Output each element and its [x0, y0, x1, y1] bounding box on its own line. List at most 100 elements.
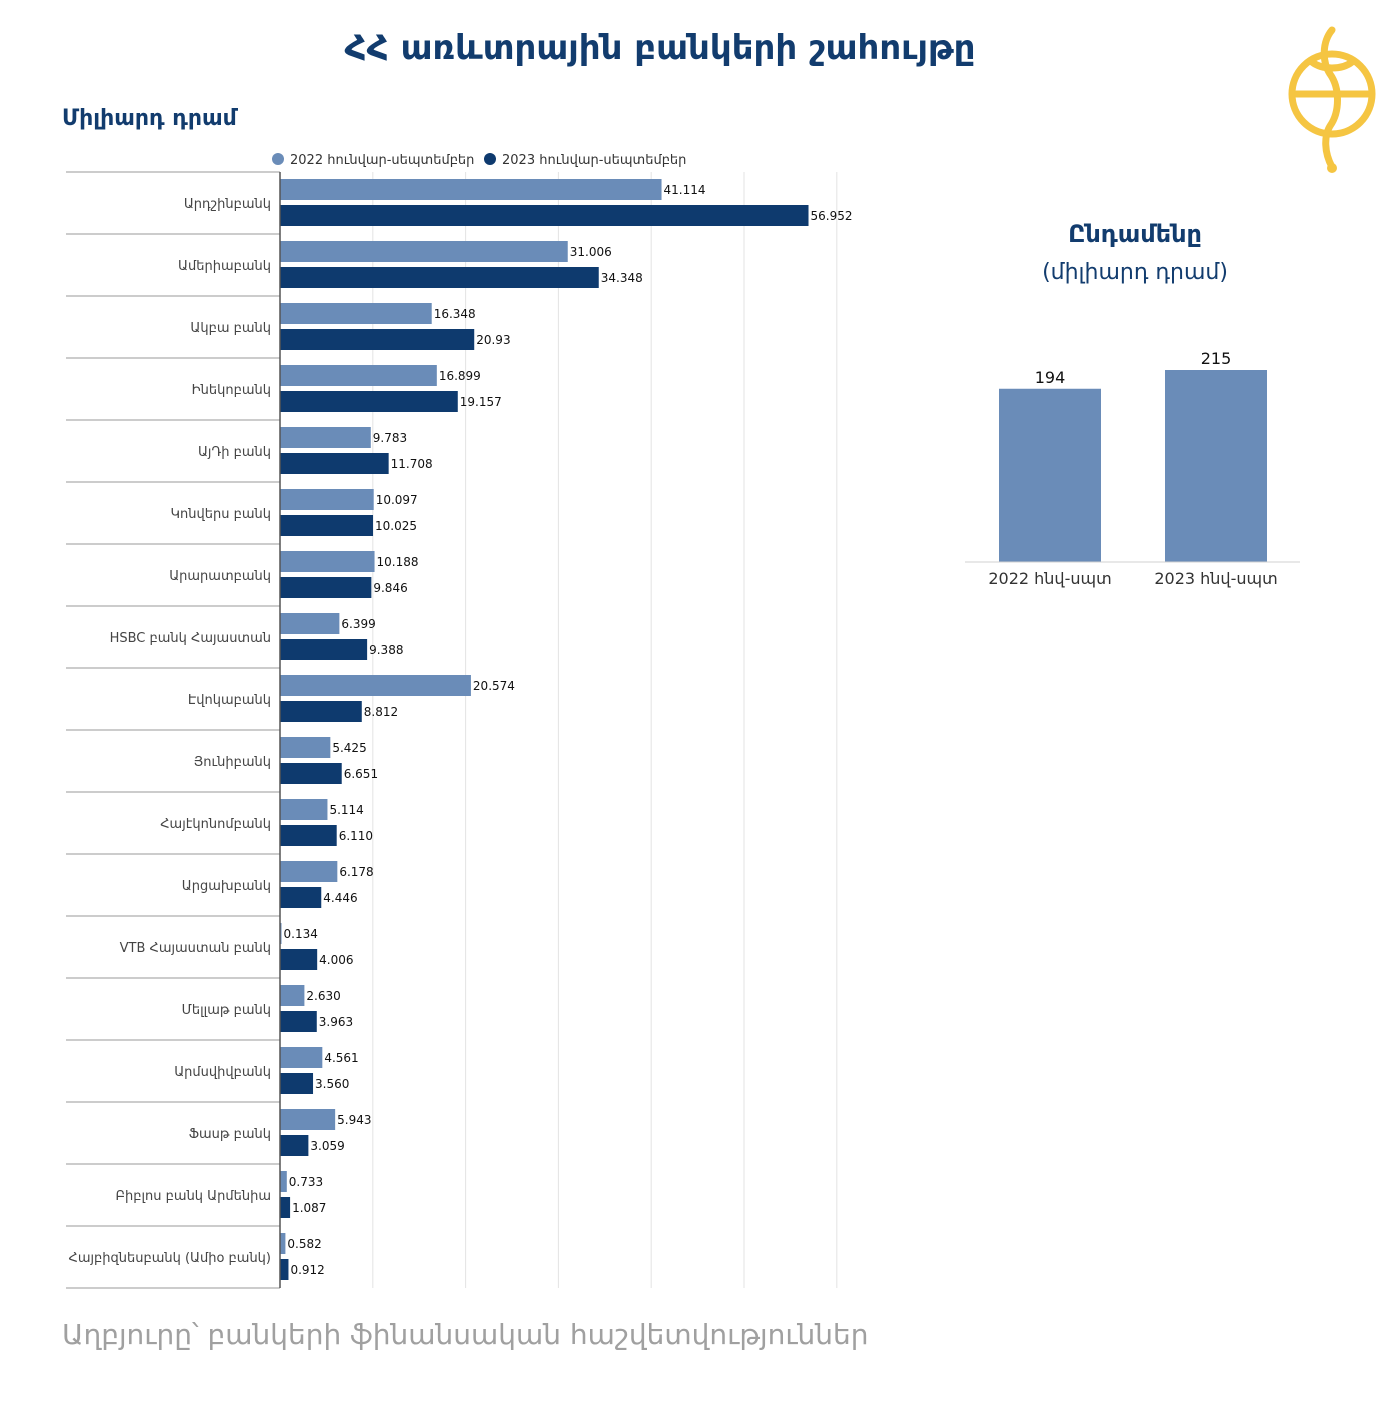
data-label-2022: 41.114 — [664, 183, 706, 197]
category-label: ԱյԴի բանկ — [198, 445, 271, 460]
data-label-2022: 4.561 — [324, 1051, 358, 1065]
category-label: Յունիբանկ — [194, 755, 271, 770]
data-label-2023: 6.110 — [339, 829, 373, 843]
data-label-2022: 6.399 — [341, 617, 375, 631]
data-label-2023: 4.006 — [319, 953, 353, 967]
bar-2022 — [280, 179, 662, 200]
bar-2023 — [280, 329, 475, 350]
data-label-2022: 0.582 — [287, 1237, 321, 1251]
main-bar-chart: 2022 հունվար-սեպտեմբեր 2023 հունվար-սեպտե… — [66, 153, 853, 1289]
data-label-2023: 0.912 — [290, 1263, 324, 1277]
data-label-2022: 0.733 — [289, 1175, 323, 1189]
bar-2023 — [280, 1011, 317, 1032]
data-label-2023: 10.025 — [375, 519, 417, 533]
bar-2022 — [280, 675, 471, 696]
category-label: Արցախբանկ — [182, 879, 271, 894]
data-label-2022: 20.574 — [473, 679, 515, 693]
data-label-2023: 6.651 — [344, 767, 378, 781]
bar-2022 — [280, 241, 568, 262]
summary-bar — [999, 388, 1101, 562]
data-label-2023: 11.708 — [391, 457, 433, 471]
data-label-2023: 1.087 — [292, 1201, 326, 1215]
bar-2023 — [280, 639, 368, 660]
legend-label-2022: 2022 հունվար-սեպտեմբեր — [290, 153, 474, 168]
logo-icon — [1288, 26, 1376, 173]
bar-2022 — [280, 861, 338, 882]
bar-2022 — [280, 551, 375, 572]
bar-2022 — [280, 613, 340, 634]
data-label-2023: 56.952 — [811, 209, 853, 223]
category-label: Ֆասթ բանկ — [189, 1127, 271, 1142]
summary-title: Ընդամենը — [1068, 220, 1202, 248]
bar-2022 — [280, 799, 328, 820]
bar-2022 — [280, 303, 432, 324]
category-label: Հայբիզնեսբանկ (Ամիօ բանկ) — [69, 1251, 271, 1266]
category-label: Կոնվերս բանկ — [171, 507, 271, 522]
data-label-2023: 34.348 — [601, 271, 643, 285]
summary-bar — [1165, 370, 1267, 562]
legend-marker-2022 — [272, 153, 284, 165]
bar-2023 — [280, 701, 362, 722]
legend-marker-2023 — [484, 153, 496, 165]
bar-2022 — [280, 1047, 323, 1068]
bar-2022 — [280, 365, 437, 386]
summary-bar-chart: 194 2022 հնվ-սպտ 215 2023 հնվ-սպտ — [965, 349, 1300, 588]
bar-2023 — [280, 1073, 314, 1094]
bar-2022 — [280, 1233, 286, 1254]
bar-2023 — [280, 1197, 291, 1218]
unit-label: Միլիարդ դրամ — [62, 106, 237, 131]
category-label: Ակբա բանկ — [190, 321, 271, 336]
data-label-2023: 8.812 — [364, 705, 398, 719]
data-label-2023: 4.446 — [323, 891, 357, 905]
data-label-2023: 3.059 — [310, 1139, 344, 1153]
bar-2023 — [280, 515, 374, 536]
category-label: Բիբլոս բանկ Արմենիա — [116, 1189, 271, 1204]
bar-2023 — [280, 453, 389, 474]
summary-subtitle: (միլիարդ դրամ) — [1042, 260, 1228, 285]
data-label-2022: 10.097 — [376, 493, 418, 507]
data-label-2023: 9.388 — [369, 643, 403, 657]
legend-label-2023: 2023 հունվար-սեպտեմբեր — [502, 153, 686, 168]
data-label-2022: 16.899 — [439, 369, 481, 383]
bar-2022 — [280, 489, 374, 510]
data-label-2022: 5.425 — [332, 741, 366, 755]
bar-2023 — [280, 205, 809, 226]
chart-title: ՀՀ առևտրային բանկերի շահույթը — [344, 28, 976, 68]
legend: 2022 հունվար-սեպտեմբեր 2023 հունվար-սեպտե… — [272, 153, 686, 168]
data-label-2023: 3.560 — [315, 1077, 349, 1091]
bar-2023 — [280, 763, 342, 784]
data-label-2022: 9.783 — [373, 431, 407, 445]
bar-2023 — [280, 825, 337, 846]
bar-2022 — [280, 427, 371, 448]
bar-2023 — [280, 887, 322, 908]
category-label: Արդշինբանկ — [184, 197, 271, 212]
category-label: Արմսվիվբանկ — [174, 1065, 271, 1080]
bar-2023 — [280, 1259, 289, 1280]
bar-2023 — [280, 577, 372, 598]
bar-2022 — [280, 1109, 336, 1130]
data-label-2023: 9.846 — [373, 581, 407, 595]
data-label-2022: 6.178 — [339, 865, 373, 879]
category-label: Ամերիաբանկ — [178, 259, 271, 274]
bar-2022 — [280, 737, 331, 758]
bar-2022 — [280, 1171, 287, 1192]
bar-2023 — [280, 267, 599, 288]
category-label: HSBC բանկ Հայաստան — [110, 631, 271, 646]
summary-value-label: 194 — [1035, 368, 1066, 387]
category-label: Հայէկոնոմբանկ — [160, 817, 271, 832]
data-label-2023: 3.963 — [319, 1015, 353, 1029]
category-label: VTB Հայաստան բանկ — [120, 941, 271, 956]
summary-value-label: 215 — [1201, 349, 1232, 368]
bar-2023 — [280, 391, 458, 412]
data-label-2022: 16.348 — [434, 307, 476, 321]
bar-2023 — [280, 1135, 309, 1156]
category-label: Մելլաթ բանկ — [182, 1003, 271, 1018]
source-note: Աղբյուրը՝ բանկերի ֆինանսական հաշվետվությ… — [62, 1318, 869, 1351]
summary-category-label: 2023 հնվ-սպտ — [1154, 569, 1277, 588]
data-label-2023: 20.93 — [476, 333, 510, 347]
data-label-2022: 2.630 — [306, 989, 340, 1003]
data-label-2022: 5.943 — [337, 1113, 371, 1127]
data-label-2022: 10.188 — [377, 555, 419, 569]
category-label: Արարատբանկ — [169, 569, 271, 584]
data-label-2022: 5.114 — [329, 803, 363, 817]
